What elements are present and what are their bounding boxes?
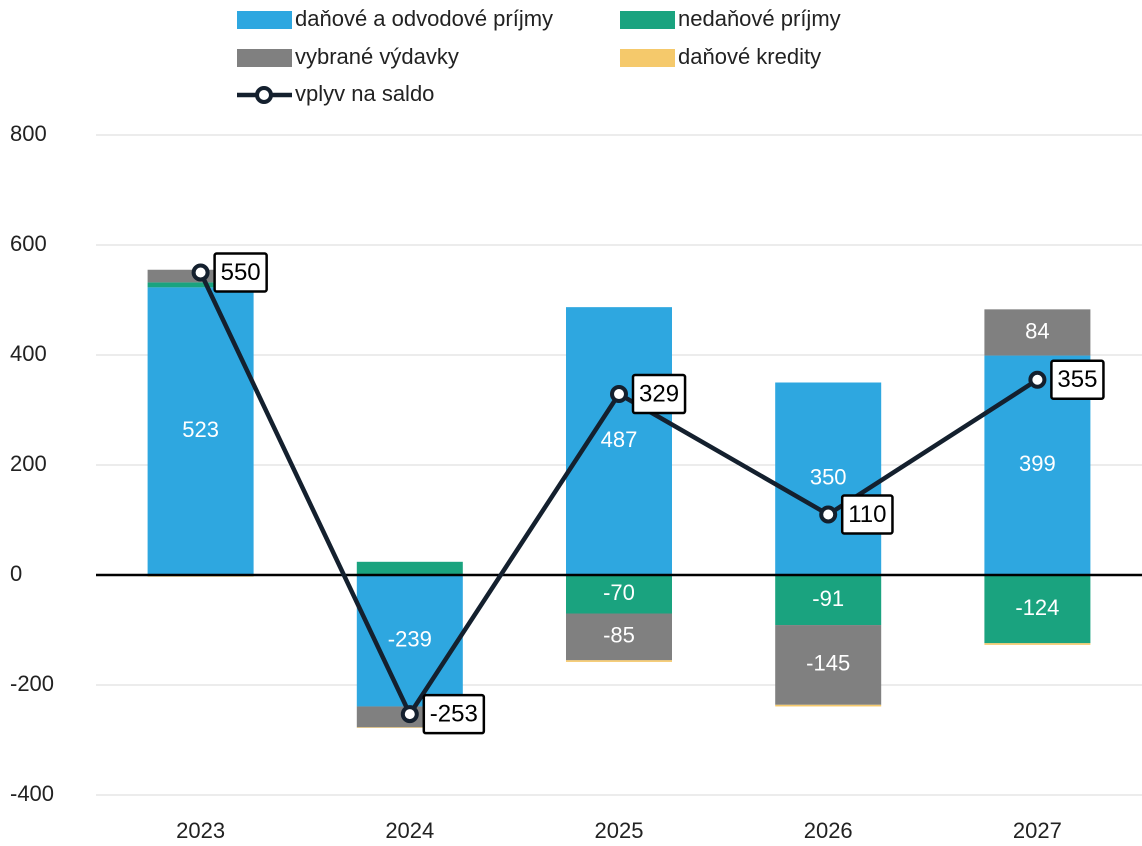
line-label: 550 [213,252,268,293]
line-label: -253 [422,693,486,735]
legend-swatch [237,49,292,67]
data-label: 84 [1025,318,1049,343]
legend-marker [255,86,273,104]
bar-segment [566,613,672,661]
data-label: -124 [1015,595,1059,620]
x-tick-label: 2025 [595,818,644,843]
line-label: 355 [1050,359,1105,400]
line-marker [610,385,628,404]
bar-segment [984,643,1091,645]
legend-swatch [237,11,292,29]
line-marker [400,705,419,724]
data-label: -85 [603,623,635,648]
label-box [213,252,268,293]
line-label: 110 [840,494,894,535]
bar-segment [147,282,254,288]
line-value-label: 550 [221,259,261,286]
data-label: 523 [182,417,219,442]
line-value-label: -253 [430,700,478,727]
bar-segment [356,561,463,575]
data-label: -91 [812,586,844,611]
legend-swatch [620,11,675,29]
legend-swatch [620,49,675,67]
label-box [631,373,687,415]
line-value-label: 110 [848,501,886,528]
y-tick-label: 400 [10,341,47,366]
legend-label: daňové a odvodové príjmy [295,6,553,31]
label-box [422,693,486,735]
bar-segment [775,382,882,575]
line-marker [1028,370,1047,389]
x-tick-label: 2026 [804,818,853,843]
x-tick-label: 2023 [176,818,225,843]
data-label: -239 [388,627,432,652]
data-label: 399 [1019,451,1056,476]
line-label: 329 [631,373,687,415]
legend-label: vplyv na saldo [295,81,434,106]
y-tick-label: 200 [10,451,47,476]
legend-label: vybrané výdavky [295,44,459,69]
data-label: 487 [601,427,638,452]
bar-segment [775,625,882,705]
bar-segment [566,660,672,662]
label-box [1050,359,1105,400]
bar-segment [566,307,672,575]
legend-label: nedaňové príjmy [678,6,841,31]
y-tick-label: 600 [10,231,47,256]
legend-label: daňové kredity [678,44,821,69]
line-marker [819,505,838,524]
bar-segment [356,727,463,728]
data-label: 350 [810,465,847,490]
line-value-label: 329 [639,380,679,407]
bar-segment [775,575,882,626]
y-tick-label: 800 [10,121,47,146]
y-tick-label: -400 [10,781,54,806]
data-label: -70 [603,580,635,605]
bar-segment [147,287,254,575]
data-label: -145 [806,651,850,676]
bar-segment [984,575,1091,644]
line-value-label: 355 [1057,366,1097,393]
line-marker [191,263,210,282]
x-tick-label: 2027 [1013,818,1062,843]
label-box [840,494,894,535]
bar-segment [775,704,882,707]
bar-segment [566,575,672,614]
y-tick-label: 0 [10,561,22,586]
y-tick-label: -200 [10,671,54,696]
bar-segment [984,309,1091,356]
x-tick-label: 2024 [385,818,434,843]
